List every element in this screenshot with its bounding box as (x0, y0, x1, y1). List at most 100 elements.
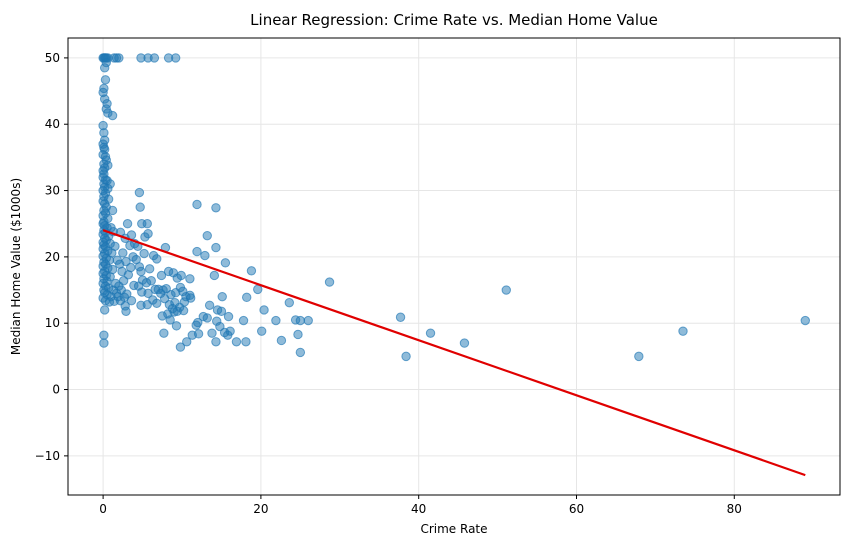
data-point (678, 326, 688, 336)
data-point (165, 315, 175, 325)
data-point (200, 250, 210, 261)
data-point (125, 240, 135, 251)
x-tick-label: 20 (253, 502, 268, 516)
plot-frame (67, 37, 841, 496)
data-point (136, 266, 146, 277)
data-point (276, 335, 287, 346)
y-tick-label: 10 (45, 316, 60, 330)
data-point (178, 305, 189, 316)
x-tick-label: 40 (411, 502, 426, 516)
y-tick-label: −10 (35, 449, 60, 463)
data-point (157, 311, 167, 321)
data-point (202, 230, 212, 241)
data-point (204, 300, 215, 311)
data-point (211, 203, 221, 213)
data-point (193, 329, 204, 339)
data-point (113, 291, 123, 302)
data-point (192, 246, 202, 257)
regression-line (102, 229, 806, 477)
data-point (256, 326, 267, 336)
data-point (395, 312, 406, 322)
data-points (98, 53, 810, 362)
data-point (293, 329, 303, 340)
data-point (152, 254, 162, 264)
data-point (135, 202, 145, 212)
data-point (159, 328, 169, 338)
y-tick-label: 30 (45, 184, 60, 198)
x-axis-label: Crime Rate (420, 522, 487, 536)
data-point (169, 307, 179, 317)
data-point (99, 330, 109, 340)
data-point (144, 264, 155, 274)
data-point (425, 328, 436, 338)
y-tick-label: 40 (45, 117, 60, 131)
data-point (99, 338, 109, 348)
data-point (324, 277, 335, 287)
data-point (259, 305, 269, 315)
data-point (122, 219, 133, 229)
data-point (99, 63, 110, 73)
data-point (242, 292, 252, 303)
data-point (134, 187, 145, 198)
data-point (185, 274, 195, 284)
data-point (103, 160, 113, 171)
data-point (136, 300, 146, 311)
x-tick-label: 60 (569, 502, 584, 516)
data-point (220, 258, 231, 268)
data-point (303, 315, 313, 326)
data-point (149, 53, 160, 63)
data-point (100, 75, 111, 85)
data-point (253, 284, 263, 295)
data-point (634, 351, 644, 362)
x-tick-label: 0 (99, 502, 107, 516)
x-tick-label: 80 (727, 502, 742, 516)
data-point (207, 328, 217, 338)
data-point (211, 242, 221, 253)
data-point (99, 305, 110, 315)
data-point (139, 248, 149, 259)
data-point (175, 342, 186, 352)
data-point (501, 285, 511, 295)
data-point (146, 276, 156, 286)
data-point (192, 199, 202, 210)
data-point (295, 347, 306, 358)
chart-title: Linear Regression: Crime Rate vs. Median… (250, 11, 658, 29)
data-point (143, 228, 153, 239)
data-point (295, 315, 306, 326)
data-point (284, 297, 295, 308)
data-point (114, 53, 124, 63)
data-point (171, 321, 182, 331)
data-point (107, 110, 118, 121)
data-point (121, 306, 131, 316)
data-point (231, 337, 242, 347)
y-tick-label: 0 (52, 383, 60, 397)
data-point (209, 270, 220, 281)
data-point (211, 337, 221, 347)
y-tick-label: 20 (45, 250, 60, 264)
data-point (182, 337, 192, 347)
data-point (170, 53, 181, 63)
y-axis-ticks: −10 0 10 20 30 40 50 (35, 51, 68, 463)
data-point (185, 293, 196, 303)
data-point (223, 330, 233, 340)
data-point (152, 298, 162, 309)
data-point (156, 270, 167, 281)
data-point (176, 270, 186, 281)
data-point (143, 288, 153, 299)
data-point (241, 337, 251, 347)
data-point (202, 313, 212, 323)
data-point (459, 338, 470, 348)
data-point (191, 320, 201, 330)
y-tick-label: 50 (45, 51, 60, 65)
data-point (126, 295, 137, 306)
data-point (271, 315, 281, 326)
regression-line-group (102, 229, 806, 477)
y-axis-label: Median Home Value ($1000s) (9, 178, 23, 355)
data-point (118, 248, 128, 258)
data-point (800, 315, 810, 326)
data-point (223, 311, 234, 322)
data-point (216, 306, 227, 316)
data-point (401, 351, 411, 362)
data-point (217, 291, 227, 302)
